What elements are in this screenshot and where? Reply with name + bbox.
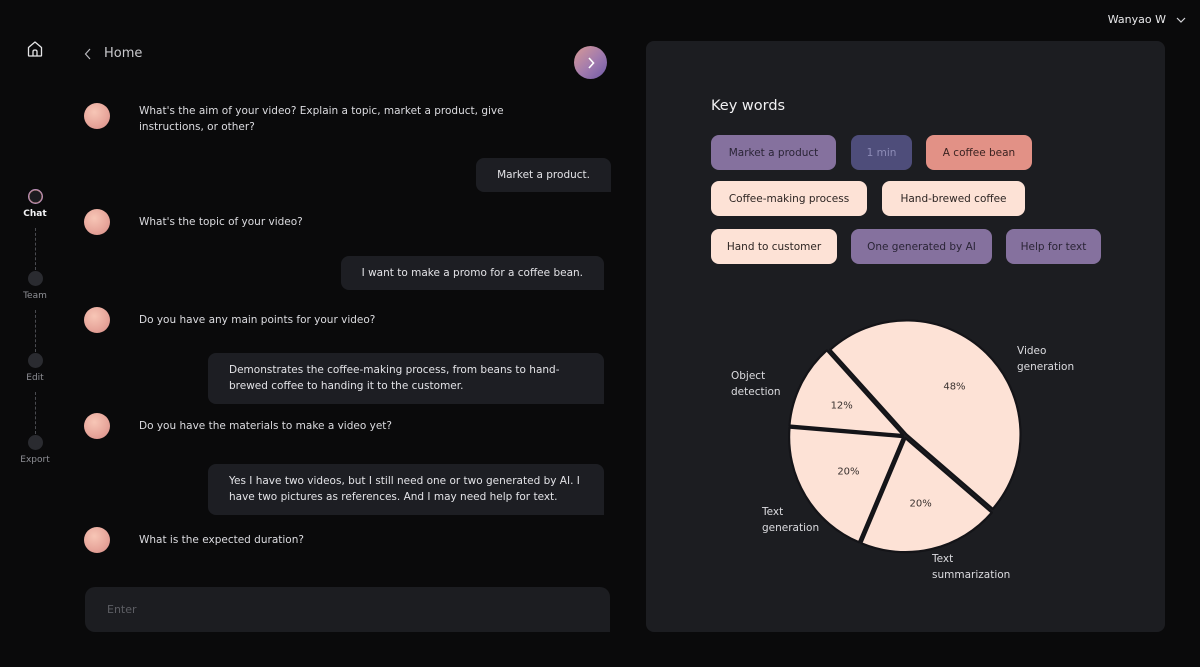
user-name: Wanyao W: [1107, 13, 1166, 26]
message-text: What's the aim of your video? Explain a …: [139, 105, 504, 133]
pie-slice: [829, 319, 1022, 511]
chip-label: One generated by AI: [867, 240, 976, 253]
chat-input[interactable]: [85, 587, 610, 632]
assistant-avatar: [84, 413, 110, 439]
chat-input-box: [85, 587, 610, 632]
bot-message: Do you have the materials to make a vide…: [84, 413, 519, 439]
user-message: Market a product.: [476, 158, 611, 192]
chip-label: A coffee bean: [942, 146, 1016, 159]
keyword-chip[interactable]: Market a product: [711, 135, 836, 170]
step-label: Team: [23, 291, 47, 301]
message-text: Do you have any main points for your vid…: [139, 314, 376, 326]
slice-value-label: 20%: [837, 466, 859, 477]
pie-chart: 48% 20% 20% 12%: [788, 319, 1022, 554]
pie-slice: [788, 349, 905, 437]
message-text: Demonstrates the coffee-making process, …: [229, 364, 560, 392]
step-connector: [35, 310, 36, 352]
assistant-avatar: [84, 209, 110, 235]
chip-label: 1 min: [866, 146, 897, 159]
user-message: I want to make a promo for a coffee bean…: [340, 256, 604, 290]
keyword-chip[interactable]: 1 min: [851, 135, 912, 170]
chevron-down-icon: [1176, 17, 1186, 23]
message-text: What's the topic of your video?: [139, 216, 303, 228]
keyword-chip[interactable]: A coffee bean: [926, 135, 1032, 170]
pie-slice: [860, 437, 993, 554]
next-step-button[interactable]: [574, 46, 607, 79]
keywords-panel: Key words Market a product 1 min A coffe…: [646, 41, 1165, 632]
assistant-avatar: [84, 527, 110, 553]
step-label: Chat: [23, 209, 47, 219]
slice-label-text-summarization: Text summarization: [932, 553, 1011, 581]
keyword-chip[interactable]: Hand to customer: [711, 229, 837, 264]
slice-label-object-detection: Object detection: [731, 370, 781, 398]
step-edit[interactable]: Edit: [0, 353, 70, 383]
step-label: Export: [20, 455, 50, 465]
step-indicator-icon: [27, 189, 43, 204]
bot-message: What is the expected duration?: [84, 527, 519, 553]
pie-slice: [788, 426, 905, 544]
step-indicator-icon: [27, 271, 43, 286]
slice-label-text-generation: Text generation: [762, 506, 820, 534]
keyword-chip[interactable]: One generated by AI: [851, 229, 992, 264]
chevron-left-icon: [84, 48, 91, 59]
slice-value-label: 48%: [943, 382, 965, 393]
slice-value-label: 20%: [910, 499, 932, 510]
user-message: Yes I have two videos, but I still need …: [208, 464, 604, 515]
message-text: I want to make a promo for a coffee bean…: [361, 267, 583, 279]
chip-label: Coffee-making process: [728, 192, 850, 205]
chevron-right-icon: [587, 56, 595, 69]
keyword-chip[interactable]: Help for text: [1006, 229, 1101, 264]
step-team[interactable]: Team: [0, 271, 70, 301]
assistant-avatar: [84, 103, 110, 129]
slice-value-label: 12%: [831, 401, 853, 412]
message-text: Yes I have two videos, but I still need …: [229, 475, 580, 503]
message-text: What is the expected duration?: [139, 534, 304, 546]
chip-label: Help for text: [1020, 240, 1087, 253]
user-message: Demonstrates the coffee-making process, …: [208, 353, 604, 404]
user-menu[interactable]: Wanyao W: [1108, 13, 1186, 26]
message-text: Do you have the materials to make a vide…: [139, 420, 392, 432]
back-home-button[interactable]: Home: [84, 46, 142, 61]
bot-message: What's the topic of your video?: [84, 209, 519, 235]
step-export[interactable]: Export: [0, 435, 70, 465]
keyword-chip[interactable]: Coffee-making process: [711, 181, 867, 216]
message-text: Market a product.: [497, 169, 590, 181]
left-rail: Chat Team Edit Export: [0, 0, 70, 667]
step-indicator-icon: [27, 435, 43, 450]
keywords-title: Key words: [711, 98, 786, 114]
back-label: Home: [104, 46, 143, 61]
home-icon[interactable]: [26, 40, 44, 58]
step-indicator-icon: [27, 353, 43, 368]
slice-label-video-generation: Video generation: [1017, 345, 1075, 373]
bot-message: Do you have any main points for your vid…: [84, 307, 519, 333]
chat-thread: What's the aim of your video? Explain a …: [84, 0, 611, 667]
step-label: Edit: [26, 373, 44, 383]
step-connector: [35, 228, 36, 270]
chip-label: Hand to customer: [726, 240, 822, 253]
chip-label: Hand-brewed coffee: [900, 192, 1007, 205]
step-chat[interactable]: Chat: [0, 189, 70, 219]
keyword-chip[interactable]: Hand-brewed coffee: [882, 181, 1025, 216]
assistant-avatar: [84, 307, 110, 333]
bot-message: What's the aim of your video? Explain a …: [84, 103, 519, 135]
chip-label: Market a product: [728, 146, 819, 159]
step-connector: [35, 392, 36, 434]
